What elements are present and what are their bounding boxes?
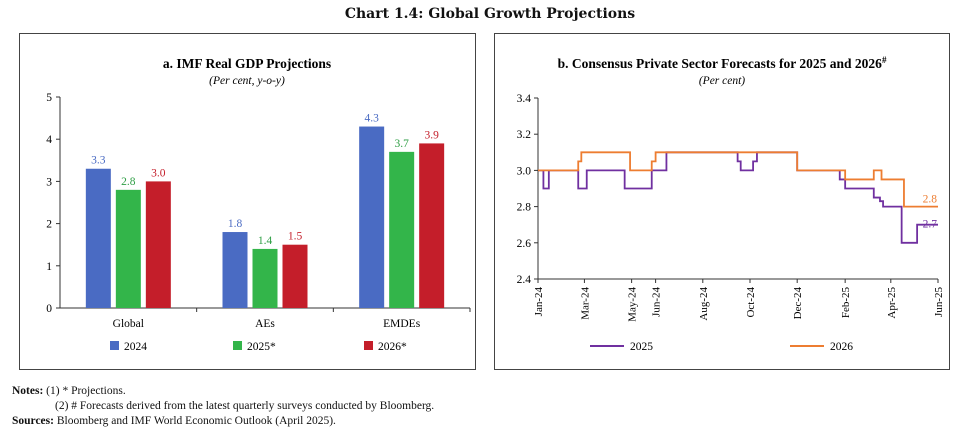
x-category-label: EMDEs: [383, 318, 421, 330]
x-tick-label: Dec-24: [792, 287, 804, 320]
y-tick-label: 2: [46, 219, 52, 231]
legend-label: 2025*: [247, 341, 276, 353]
x-tick-label: Mar-24: [579, 287, 591, 320]
y-tick-label: 1: [46, 261, 52, 273]
x-tick-label: Jun-25: [933, 287, 945, 317]
chart-a-title: a. IMF Real GDP Projections: [163, 56, 331, 71]
chart-b-title-text: b. Consensus Private Sector Forecasts fo…: [558, 56, 883, 71]
bar: [115, 189, 141, 308]
legend-label: 2024: [124, 341, 147, 353]
sources-label: Sources:: [12, 415, 54, 427]
bar: [145, 181, 171, 308]
series-line-2026: [538, 151, 938, 208]
x-tick-label: Apr-25: [886, 287, 898, 319]
y-tick-label: 2.6: [517, 238, 532, 250]
y-tick-label: 3: [46, 176, 52, 188]
legend-label: 2026: [830, 341, 853, 353]
chart-b-title-superscript: #: [882, 55, 887, 65]
y-tick-label: 4: [46, 134, 52, 146]
legend-label: 2025: [630, 341, 653, 353]
y-tick-label: 2.4: [517, 274, 532, 286]
chart-b-subtitle: (Per cent): [699, 75, 745, 87]
x-category-label: AEs: [255, 318, 275, 330]
bar-value-label: 3.0: [151, 167, 166, 179]
y-tick-label: 0: [46, 303, 52, 315]
series-line-2025: [538, 151, 938, 244]
notes-block: Notes: (1) * Projections. (2) # Forecast…: [12, 384, 434, 429]
chart-panel-imf-gdp: a. IMF Real GDP Projections (Per cent, y…: [19, 33, 476, 370]
page-title: Chart 1.4: Global Growth Projections: [344, 6, 636, 22]
bar-value-label: 1.8: [228, 218, 243, 230]
bar-value-label: 1.4: [258, 235, 273, 247]
bar: [389, 151, 415, 308]
sources-text: Bloomberg and IMF World Economic Outlook…: [56, 415, 336, 427]
bar: [359, 126, 385, 308]
x-tick-label: Jan-24: [533, 287, 545, 317]
bar: [222, 232, 248, 308]
x-tick-label: Aug-24: [698, 287, 710, 321]
bar-value-label: 3.7: [394, 138, 409, 150]
x-tick-label: Feb-25: [840, 287, 852, 319]
imf-gdp-bar-chart: a. IMF Real GDP Projections (Per cent, y…: [46, 56, 471, 353]
bar-value-label: 4.3: [364, 113, 379, 125]
legend-swatch: [110, 341, 119, 350]
x-tick-label: Jun-24: [651, 287, 663, 317]
y-tick-label: 3.2: [517, 129, 532, 141]
chart-b-title: b. Consensus Private Sector Forecasts fo…: [558, 55, 887, 71]
bar-value-label: 2.8: [121, 176, 136, 188]
y-tick-label: 3.4: [517, 93, 532, 105]
x-tick-label: Oct-24: [745, 287, 757, 318]
y-tick-label: 2.8: [517, 202, 532, 214]
legend-swatch: [364, 341, 373, 350]
chart-panel-consensus: b. Consensus Private Sector Forecasts fo…: [494, 33, 950, 370]
series-end-label: 2.8: [923, 194, 938, 206]
bar: [252, 248, 278, 308]
x-tick-label: May-24: [627, 287, 639, 322]
y-tick-label: 5: [46, 92, 52, 104]
legend-swatch: [233, 341, 242, 350]
chart-a-subtitle: (Per cent, y-o-y): [209, 75, 285, 87]
bar: [85, 168, 111, 308]
y-tick-label: 3.0: [517, 165, 532, 177]
bar-value-label: 3.9: [424, 129, 439, 141]
legend-label: 2026*: [378, 341, 407, 353]
bar-value-label: 1.5: [288, 231, 303, 243]
bar-value-label: 3.3: [91, 155, 106, 167]
consensus-line-chart: b. Consensus Private Sector Forecasts fo…: [517, 55, 945, 353]
note-2: (2) # Forecasts derived from the latest …: [55, 400, 435, 412]
notes-label: Notes:: [12, 385, 44, 397]
bar: [419, 143, 445, 308]
note-1: (1) * Projections.: [46, 385, 126, 397]
x-category-label: Global: [113, 318, 144, 330]
bar: [282, 244, 308, 308]
series-end-label: 2.7: [923, 219, 938, 231]
